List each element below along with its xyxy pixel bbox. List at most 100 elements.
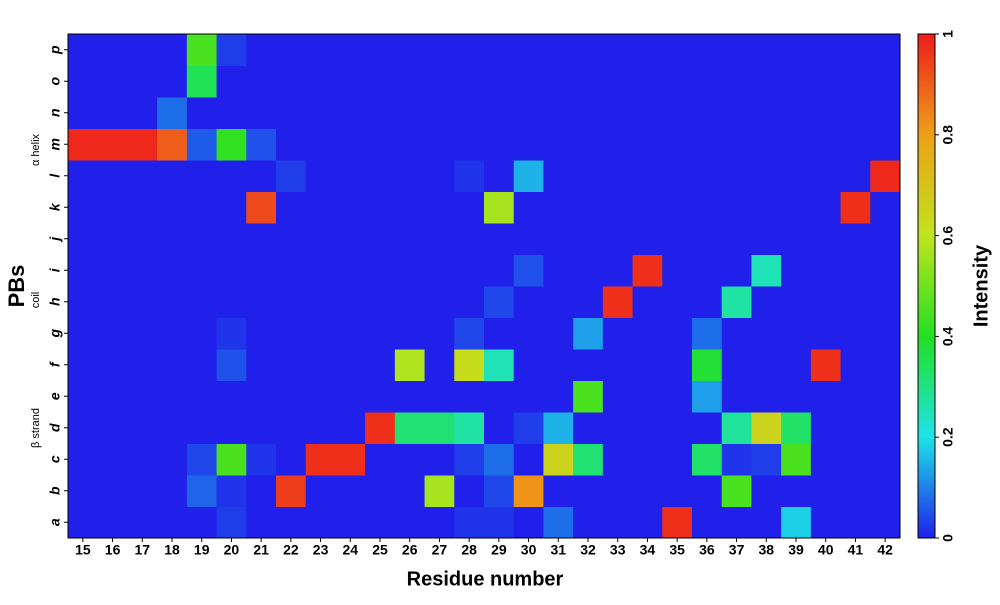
heatmap-cell	[335, 191, 366, 224]
heatmap-cell	[662, 97, 693, 129]
heatmap-cell	[276, 97, 307, 129]
heatmap-cell	[484, 254, 515, 287]
heatmap-cell	[335, 412, 366, 444]
heatmap-cell	[751, 191, 782, 224]
heatmap-cell	[662, 286, 693, 318]
heatmap-cell	[781, 475, 812, 507]
heatmap-cell	[662, 160, 693, 192]
heatmap-cell	[751, 128, 782, 161]
heatmap-cell	[454, 475, 485, 507]
heatmap-cell	[602, 254, 634, 287]
heatmap-cell	[365, 223, 396, 255]
heatmap-cell	[97, 97, 128, 129]
heatmap-cell	[484, 349, 515, 381]
heatmap-cell	[751, 65, 782, 98]
x-tick-label: 35	[669, 542, 685, 558]
heatmap-cell	[97, 160, 128, 192]
heatmap-cell	[305, 160, 336, 192]
y-tick-label: k	[47, 202, 63, 211]
heatmap-cell	[810, 191, 842, 224]
heatmap-cell	[602, 506, 634, 539]
heatmap-cell	[662, 191, 693, 224]
heatmap-cell	[454, 286, 485, 318]
heatmap-cell	[781, 191, 812, 224]
heatmap-cell	[276, 380, 307, 413]
heatmap-cell	[810, 65, 842, 98]
heatmap-cell	[543, 286, 574, 318]
heatmap-cell	[216, 475, 247, 507]
heatmap-cell	[602, 412, 634, 444]
heatmap-cell	[751, 506, 782, 539]
heatmap-cell	[186, 443, 218, 476]
heatmap-cell	[840, 97, 871, 129]
x-tick-label: 37	[729, 542, 745, 558]
heatmap-cell	[543, 443, 574, 476]
heatmap-cell	[365, 380, 396, 413]
heatmap-cell	[632, 443, 663, 476]
heatmap-cell	[662, 223, 693, 255]
heatmap-cell	[662, 380, 693, 413]
heatmap-cell	[305, 412, 336, 444]
heatmap-cell	[276, 349, 307, 381]
heatmap-cell	[781, 128, 812, 161]
heatmap-cell	[692, 128, 723, 161]
heatmap-cell	[424, 380, 455, 413]
heatmap-cell	[484, 506, 515, 539]
heatmap-cell	[632, 412, 663, 444]
heatmap-cell	[573, 286, 604, 318]
heatmap-cell	[573, 317, 604, 350]
y-tick-label: o	[47, 77, 63, 86]
x-tick-label: 17	[134, 542, 150, 558]
y-tick-label: c	[47, 455, 63, 463]
heatmap-cell	[157, 506, 188, 539]
heatmap-cell	[632, 349, 663, 381]
heatmap-cell	[216, 349, 247, 381]
heatmap-cell	[543, 412, 574, 444]
heatmap-cell	[394, 317, 426, 350]
heatmap-cell	[840, 286, 871, 318]
heatmap-cell	[276, 412, 307, 444]
heatmap-cell	[840, 506, 871, 539]
heatmap-cell	[365, 317, 396, 350]
heatmap-cell	[305, 97, 336, 129]
heatmap-cell	[424, 191, 455, 224]
heatmap-cell	[157, 34, 188, 66]
heatmap-cell	[127, 223, 158, 255]
heatmap-cell	[662, 506, 693, 539]
x-tick-label: 36	[699, 542, 715, 558]
heatmap-cell	[68, 286, 99, 318]
heatmap-cell	[513, 34, 544, 66]
heatmap-cell	[276, 506, 307, 539]
heatmap-cell	[394, 160, 426, 192]
heatmap-cell	[484, 160, 515, 192]
heatmap-cell	[394, 34, 426, 66]
heatmap-cell	[216, 97, 247, 129]
heatmap-cell	[602, 380, 634, 413]
heatmap-cell	[246, 128, 277, 161]
x-tick-label: 30	[521, 542, 537, 558]
heatmap-cell	[781, 506, 812, 539]
heatmap-cell	[365, 506, 396, 539]
heatmap-cell	[692, 506, 723, 539]
heatmap-cell	[246, 97, 277, 129]
heatmap-cell	[454, 65, 485, 98]
heatmap-cell	[186, 160, 218, 192]
heatmap-cell	[840, 412, 871, 444]
x-tick-label: 31	[550, 542, 566, 558]
heatmap-cell	[97, 65, 128, 98]
heatmap-cell	[68, 412, 99, 444]
heatmap-cell	[543, 380, 574, 413]
heatmap-cell	[602, 191, 634, 224]
heatmap-cell	[246, 254, 277, 287]
heatmap-cell	[424, 412, 455, 444]
heatmap-cell	[157, 223, 188, 255]
heatmap-cell	[157, 65, 188, 98]
heatmap-cell	[424, 317, 455, 350]
y-group-label: α helix	[30, 133, 42, 166]
heatmap-cell	[365, 475, 396, 507]
x-axis-title: Residue number	[407, 568, 564, 590]
heatmap-cell	[246, 317, 277, 350]
heatmap-cell	[840, 443, 871, 476]
heatmap-cell	[692, 254, 723, 287]
